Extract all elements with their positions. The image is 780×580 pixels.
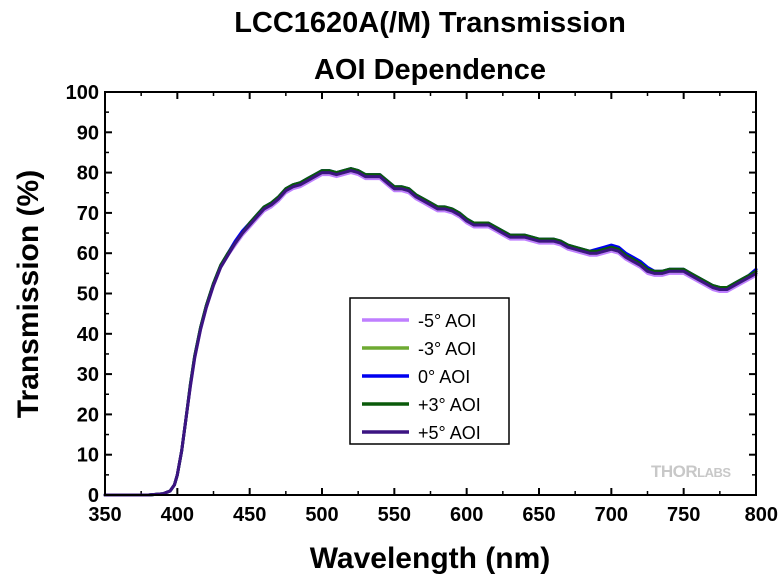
legend-label: +5° AOI (418, 423, 481, 443)
y-tick-label: 20 (77, 404, 99, 426)
y-tick-label: 70 (77, 203, 99, 225)
series-line-4 (103, 169, 758, 497)
y-tick-label: 50 (77, 284, 99, 306)
legend-label: +3° AOI (418, 395, 481, 415)
tick-labels: 0 10 20 30 40 50 60 70 80 90 100 350 400 450 500 550 600… (66, 82, 778, 526)
x-tick-label: 550 (378, 504, 411, 526)
y-axis-label: Transmission (%) (12, 170, 45, 418)
plot-frame (104, 91, 757, 496)
x-tick-label: 600 (450, 504, 483, 526)
y-tick-label: 80 (77, 163, 99, 185)
y-tick-label: 100 (66, 82, 99, 104)
x-tick-label: 450 (233, 504, 266, 526)
y-tick-label: 10 (77, 445, 99, 467)
legend-box (349, 297, 510, 445)
y-tick-label: 60 (77, 243, 99, 265)
y-tick-label: 30 (77, 364, 99, 386)
x-tick-label: 400 (161, 504, 194, 526)
x-tick-label: 750 (667, 504, 700, 526)
x-tick-label: 650 (522, 504, 555, 526)
x-tick-label: 500 (305, 504, 338, 526)
thorlabs-watermark: THORLABS (651, 462, 732, 481)
series-lines (103, 167, 758, 497)
legend: -5° AOI -3° AOI 0° AOI +3° AOI +5° AOI (349, 297, 510, 445)
watermark-logo: THORLABS (651, 462, 731, 481)
legend-label: -3° AOI (418, 339, 476, 359)
y-tick-label: 40 (77, 324, 99, 346)
x-tick-label: 350 (88, 504, 121, 526)
y-tick-label: 90 (77, 122, 99, 144)
chart-title: LCC1620A(/M) Transmission (234, 7, 626, 39)
x-axis-label: Wavelength (nm) (310, 542, 551, 575)
x-tick-label: 700 (595, 504, 628, 526)
x-tick-label: 800 (745, 504, 778, 526)
chart-subtitle: AOI Dependence (314, 54, 546, 86)
legend-label: -5° AOI (418, 311, 476, 331)
y-tick-label: 0 (88, 485, 99, 507)
legend-label: 0° AOI (418, 367, 470, 387)
